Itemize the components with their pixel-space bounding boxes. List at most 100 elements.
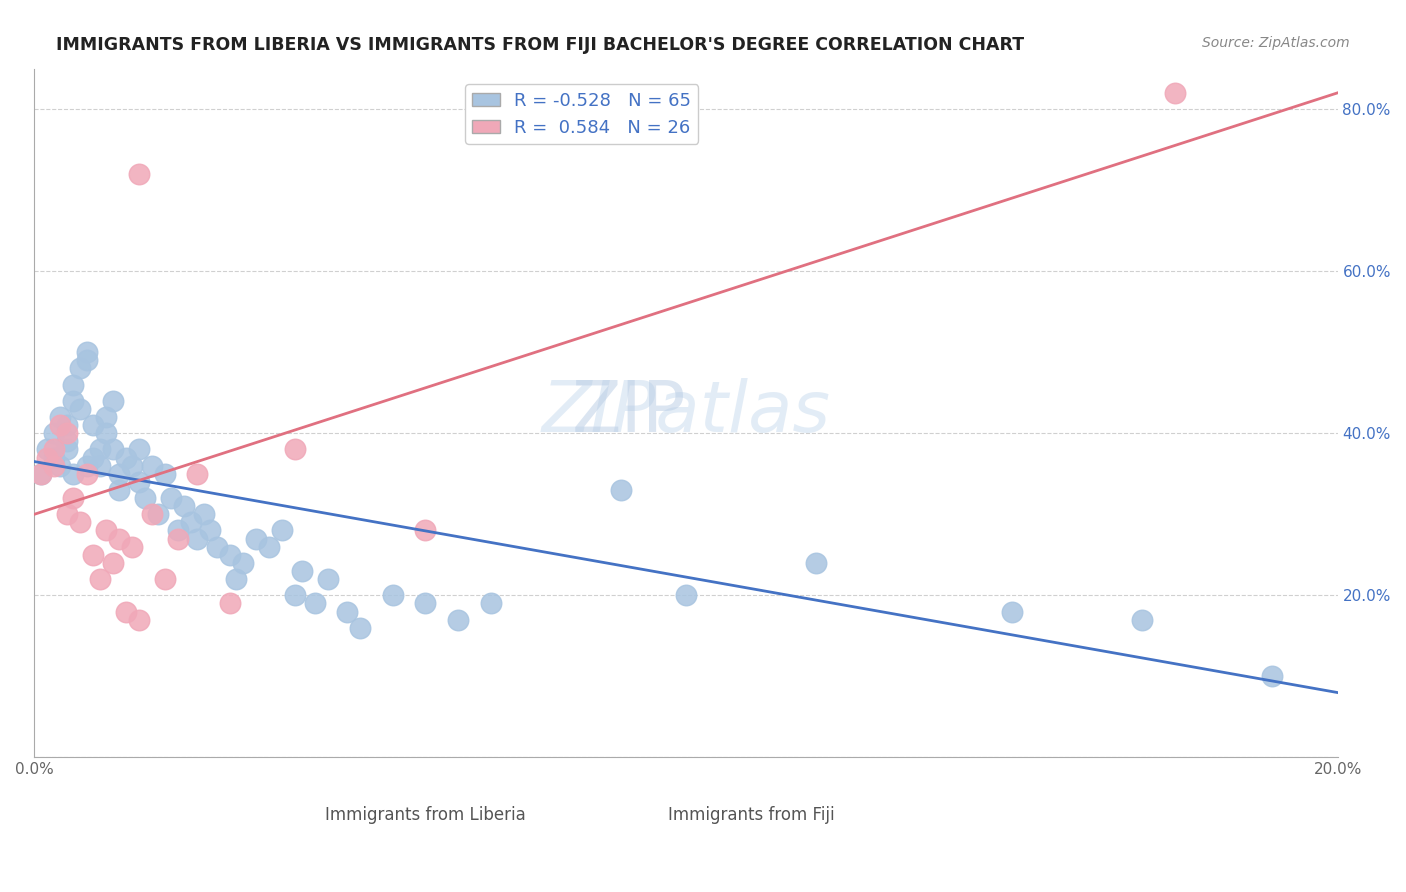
Text: ZIP: ZIP <box>571 378 686 448</box>
Point <box>675 588 697 602</box>
Point <box>121 540 143 554</box>
Point <box>69 516 91 530</box>
Point <box>166 524 188 538</box>
Point <box>42 458 65 473</box>
Point <box>193 508 215 522</box>
Point <box>284 588 307 602</box>
Point <box>76 467 98 481</box>
Point <box>42 442 65 457</box>
Point <box>160 491 183 505</box>
Point <box>76 353 98 368</box>
Point <box>304 596 326 610</box>
Point <box>349 621 371 635</box>
Point <box>42 426 65 441</box>
Point <box>94 426 117 441</box>
Point <box>205 540 228 554</box>
Point <box>37 442 59 457</box>
Point <box>101 393 124 408</box>
Point <box>141 508 163 522</box>
Point <box>1164 86 1187 100</box>
Point <box>94 524 117 538</box>
Point <box>76 345 98 359</box>
Text: ZIPatlas: ZIPatlas <box>541 378 831 448</box>
Point <box>114 450 136 465</box>
Point <box>128 167 150 181</box>
Point <box>1261 669 1284 683</box>
Point <box>381 588 404 602</box>
Point <box>114 605 136 619</box>
Point <box>62 467 84 481</box>
Point <box>284 442 307 457</box>
Point <box>62 393 84 408</box>
Point <box>30 467 52 481</box>
Point <box>257 540 280 554</box>
Point <box>76 458 98 473</box>
Point <box>108 483 131 497</box>
Point <box>153 467 176 481</box>
Point <box>415 596 437 610</box>
Point <box>62 377 84 392</box>
Point <box>42 450 65 465</box>
Point <box>82 548 104 562</box>
Point <box>89 458 111 473</box>
Point <box>69 361 91 376</box>
Text: Immigrants from Liberia: Immigrants from Liberia <box>325 805 526 823</box>
Point <box>610 483 633 497</box>
Point <box>49 458 72 473</box>
Text: Source: ZipAtlas.com: Source: ZipAtlas.com <box>1202 36 1350 50</box>
Point <box>153 572 176 586</box>
Point <box>49 418 72 433</box>
Text: IMMIGRANTS FROM LIBERIA VS IMMIGRANTS FROM FIJI BACHELOR'S DEGREE CORRELATION CH: IMMIGRANTS FROM LIBERIA VS IMMIGRANTS FR… <box>56 36 1025 54</box>
Point <box>121 458 143 473</box>
Point <box>101 556 124 570</box>
Point <box>186 532 208 546</box>
Point <box>1001 605 1024 619</box>
Point <box>166 532 188 546</box>
Point <box>82 418 104 433</box>
Point <box>89 572 111 586</box>
FancyBboxPatch shape <box>283 798 321 816</box>
Point <box>108 467 131 481</box>
Point <box>108 532 131 546</box>
Point <box>49 410 72 425</box>
Point <box>56 426 79 441</box>
Point <box>30 467 52 481</box>
Text: Immigrants from Fiji: Immigrants from Fiji <box>668 805 835 823</box>
Point <box>218 548 240 562</box>
Legend: R = -0.528   N = 65, R =  0.584   N = 26: R = -0.528 N = 65, R = 0.584 N = 26 <box>465 85 699 144</box>
Point <box>141 458 163 473</box>
Point <box>200 524 222 538</box>
Point <box>82 450 104 465</box>
Point <box>173 499 195 513</box>
Point <box>56 508 79 522</box>
Point <box>148 508 170 522</box>
Point <box>128 442 150 457</box>
Point <box>218 596 240 610</box>
Point <box>1130 613 1153 627</box>
Point <box>225 572 247 586</box>
Point <box>56 442 79 457</box>
Point <box>316 572 339 586</box>
Point <box>69 401 91 416</box>
Point <box>101 442 124 457</box>
Point <box>290 564 312 578</box>
Point <box>415 524 437 538</box>
Point <box>89 442 111 457</box>
Point <box>447 613 470 627</box>
FancyBboxPatch shape <box>607 798 647 816</box>
Point <box>56 434 79 449</box>
Point <box>62 491 84 505</box>
Point <box>128 613 150 627</box>
Point <box>56 418 79 433</box>
Point <box>134 491 156 505</box>
Point <box>180 516 202 530</box>
Point <box>806 556 828 570</box>
Point <box>37 450 59 465</box>
Point <box>128 475 150 489</box>
Point <box>336 605 359 619</box>
Point <box>232 556 254 570</box>
Point <box>271 524 294 538</box>
Point <box>245 532 267 546</box>
Point <box>186 467 208 481</box>
Point <box>479 596 502 610</box>
